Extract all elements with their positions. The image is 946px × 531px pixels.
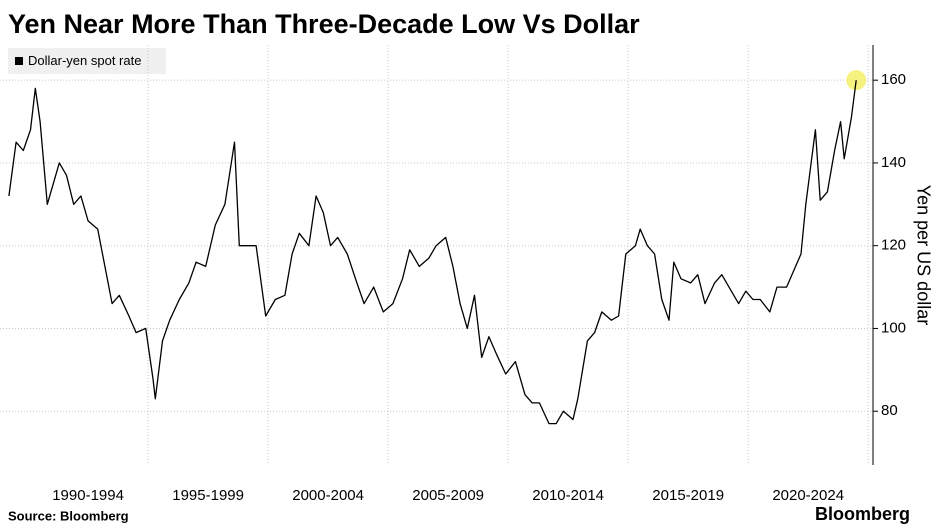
y-tick-label: 80 [881, 402, 898, 419]
legend-swatch [15, 57, 23, 65]
source: Source: Bloomberg [8, 508, 129, 523]
x-tick-label: 2005-2009 [412, 487, 484, 504]
y-axis-label: Yen per US dollar [913, 185, 933, 325]
x-tick-label: 2000-2004 [292, 487, 364, 504]
line [8, 80, 857, 425]
legend-box [8, 48, 166, 74]
y-tick-label: 160 [881, 71, 906, 88]
brand: Bloomberg [815, 504, 910, 524]
x-tick-label: 2015-2019 [652, 487, 724, 504]
y-tick-label: 100 [881, 319, 906, 336]
chart-title: Yen Near More Than Three-Decade Low Vs D… [8, 9, 640, 39]
x-tick-label: 2010-2014 [532, 487, 604, 504]
y-tick-label: 120 [881, 237, 906, 254]
y-tick-label: 140 [881, 154, 906, 171]
x-tick-label: 2020-2024 [772, 487, 844, 504]
x-tick-label: 1990-1994 [52, 487, 124, 504]
legend-label: Dollar-yen spot rate [28, 53, 141, 68]
x-tick-label: 1995-1999 [172, 487, 244, 504]
highlight [846, 70, 867, 91]
